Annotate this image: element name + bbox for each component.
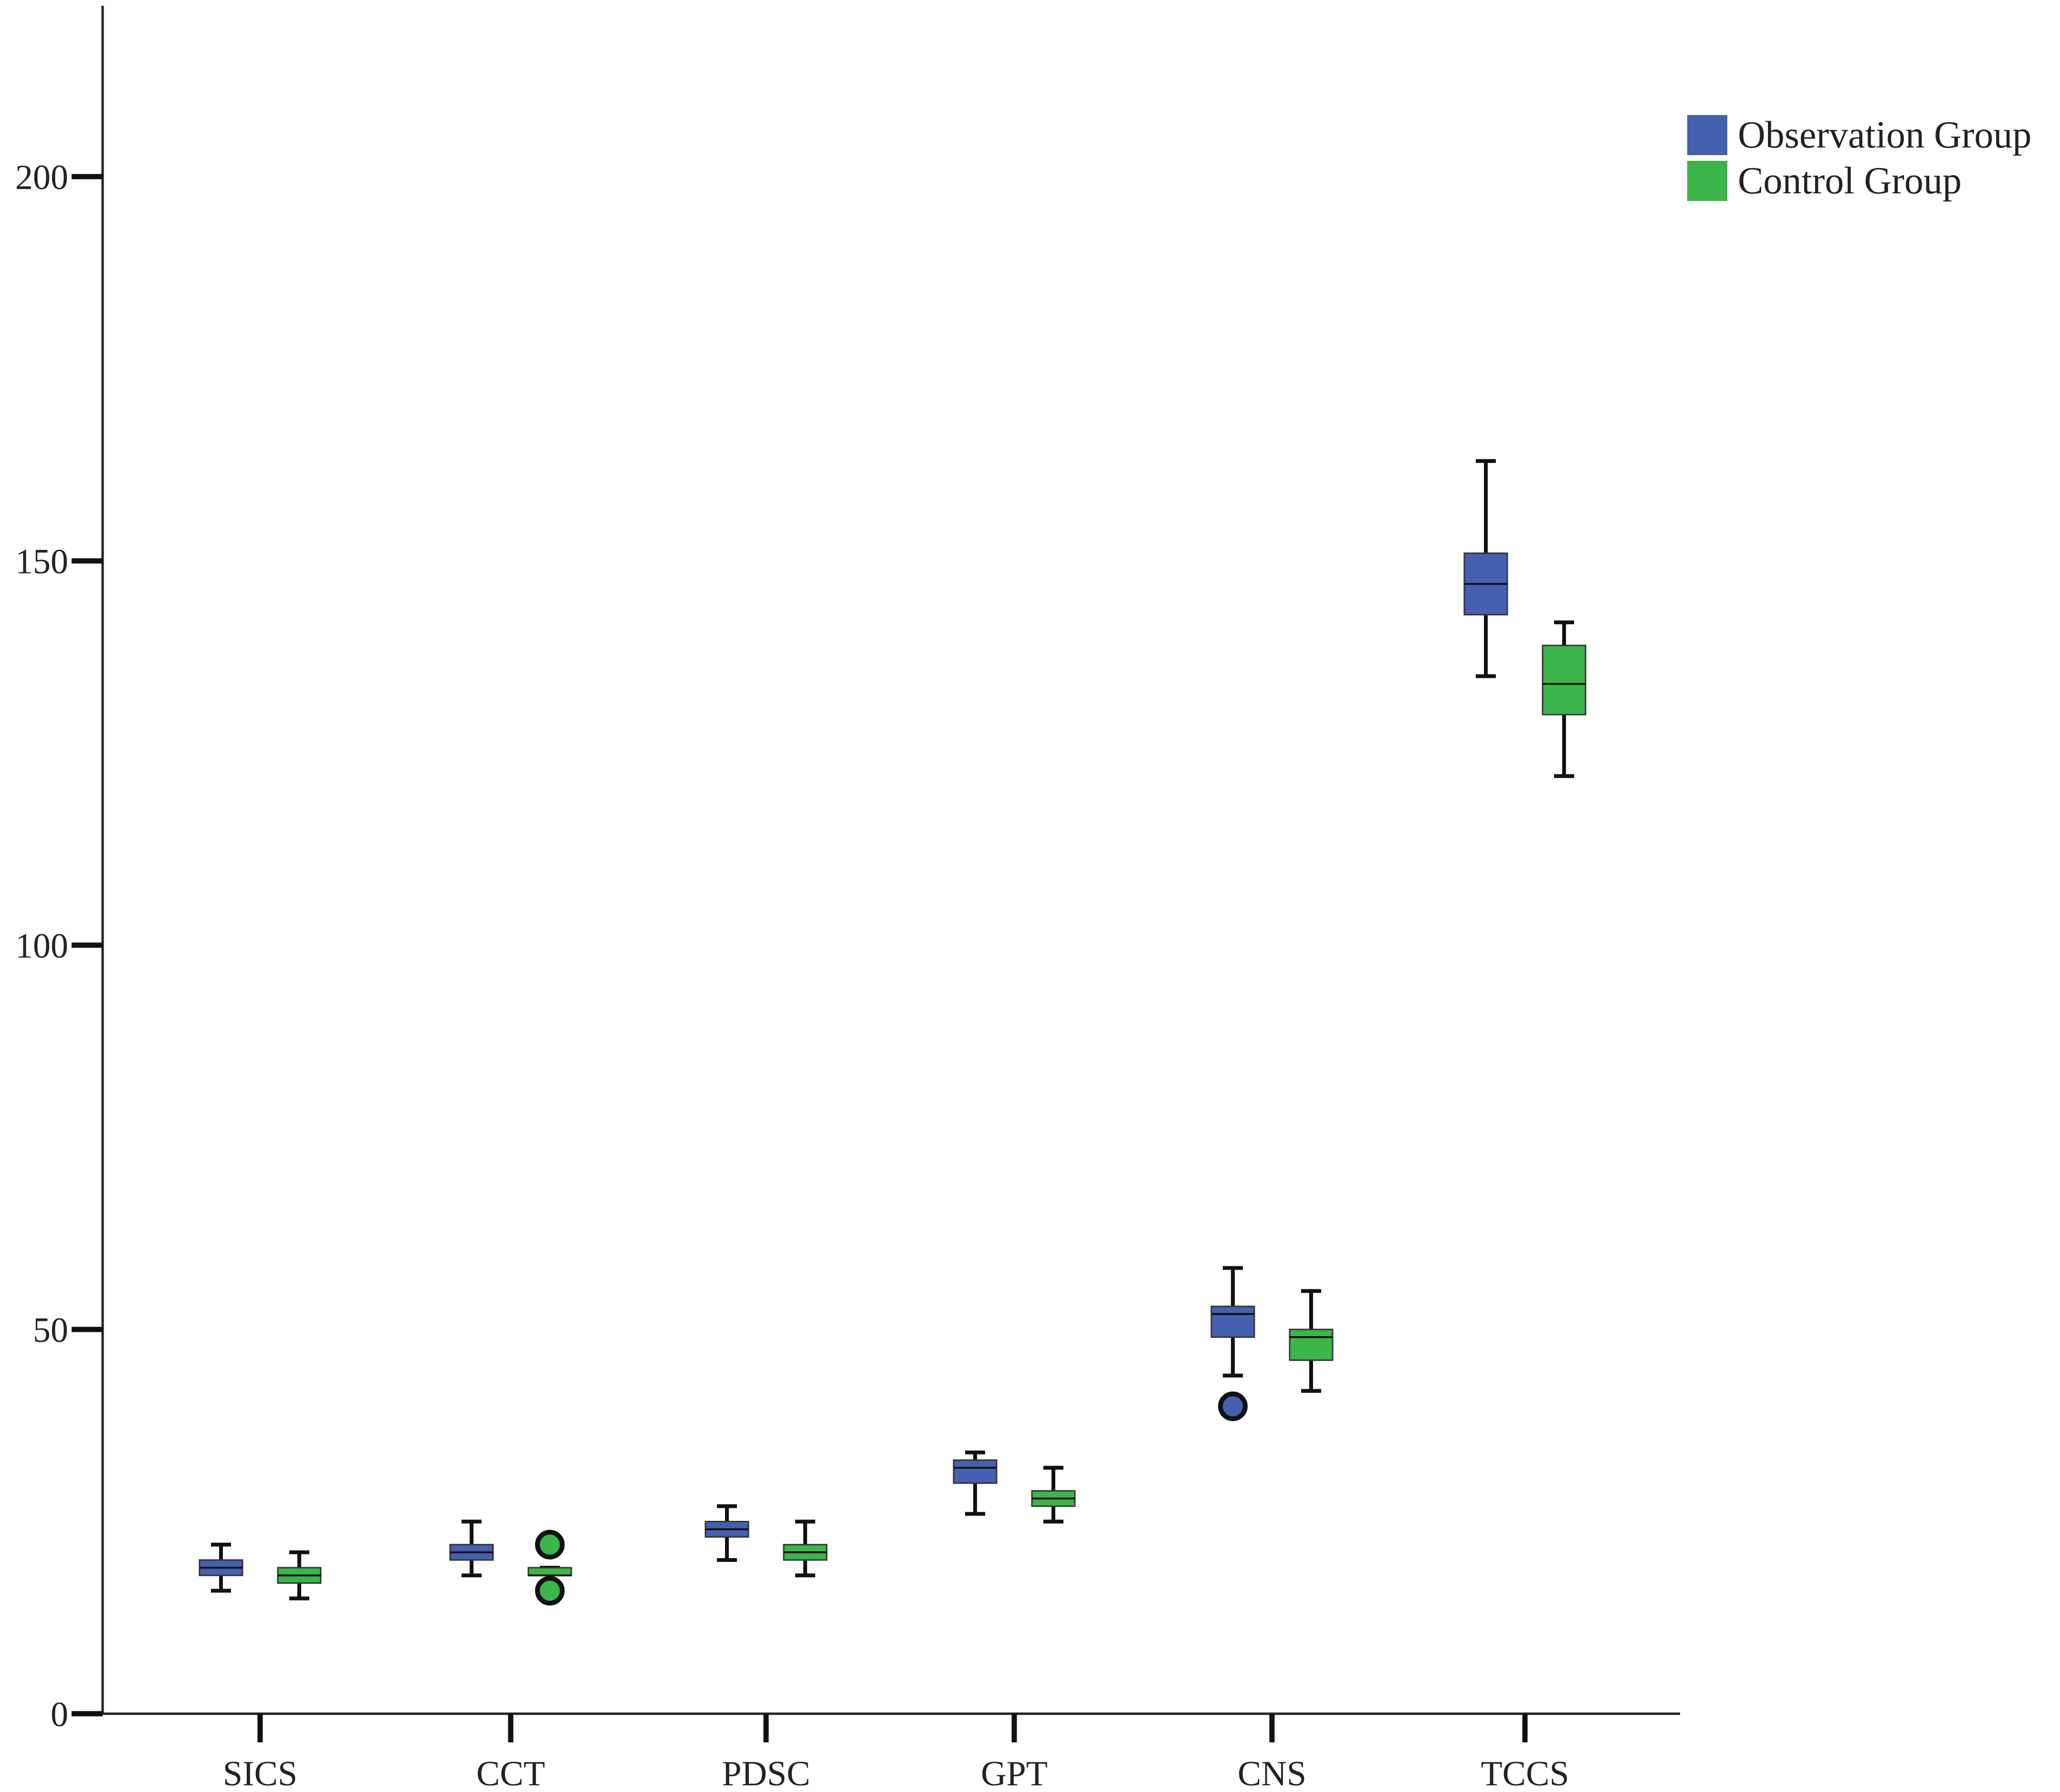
box-control-cct-outlier-0	[535, 1529, 565, 1560]
x-tick-label-tccs: TCCS	[1481, 1754, 1569, 1790]
legend-swatch-control	[1687, 161, 1727, 201]
x-tick-label-sics: SICS	[223, 1754, 297, 1790]
legend-swatch-observation	[1687, 115, 1727, 155]
legend-item-observation: Observation Group	[1687, 112, 2031, 158]
y-tick-label-200: 200	[15, 158, 68, 197]
legend-item-control: Control Group	[1687, 158, 2031, 204]
box-control-cct-outlier-1	[535, 1576, 565, 1606]
y-tick-label-150: 150	[15, 542, 68, 581]
box-observation-cns-outlier-0	[1218, 1391, 1248, 1421]
y-tick-label-50: 50	[33, 1311, 68, 1350]
legend-label-observation: Observation Group	[1738, 114, 2032, 156]
y-tick-label-100: 100	[15, 927, 68, 966]
x-tick-label-pdsc: PDSC	[722, 1754, 810, 1790]
box-control-tccs-iqr	[1542, 644, 1587, 716]
box-control-cns-iqr	[1289, 1328, 1334, 1361]
box-observation-gpt-iqr	[953, 1459, 998, 1484]
legend: Observation Group Control Group	[1687, 112, 2031, 204]
legend-label-control: Control Group	[1738, 159, 1962, 202]
box-observation-cns-iqr	[1210, 1306, 1255, 1338]
x-tick-label-cct: CCT	[476, 1754, 545, 1790]
box-control-cct-iqr	[527, 1567, 572, 1576]
y-tick-label-0: 0	[51, 1695, 68, 1734]
x-tick-label-gpt: GPT	[981, 1754, 1048, 1790]
x-tick-label-cns: CNS	[1238, 1754, 1306, 1790]
